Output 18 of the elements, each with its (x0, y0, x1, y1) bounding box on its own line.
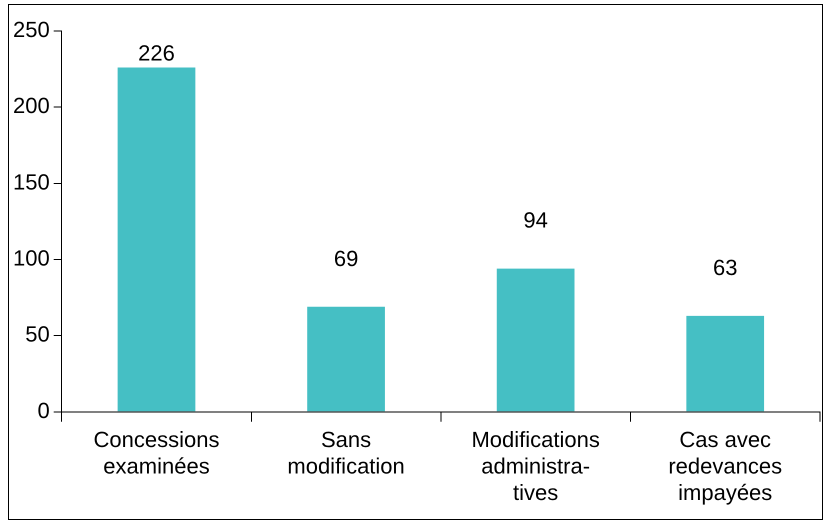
y-tick-label: 250 (12, 17, 50, 42)
data-label: 226 (138, 40, 175, 66)
bar (118, 68, 196, 412)
data-label: 94 (523, 208, 548, 233)
x-tick-label: Modifications administra- tives (471, 427, 600, 505)
data-label: 69 (334, 246, 358, 271)
y-tick-label: 200 (12, 93, 50, 118)
y-tick-label: 50 (25, 322, 50, 347)
x-tick-label: Concessions examinées (94, 427, 220, 478)
x-tick-label: Sans modification (287, 427, 405, 478)
y-tick-label: 150 (12, 169, 50, 194)
bar (686, 316, 764, 412)
x-tick-label: Cas avec redevances impayées (668, 427, 782, 505)
bar (496, 268, 575, 412)
data-label: 63 (712, 254, 738, 280)
y-tick-label: 0 (37, 398, 50, 423)
bar (307, 306, 385, 412)
y-tick-label: 100 (12, 246, 50, 271)
